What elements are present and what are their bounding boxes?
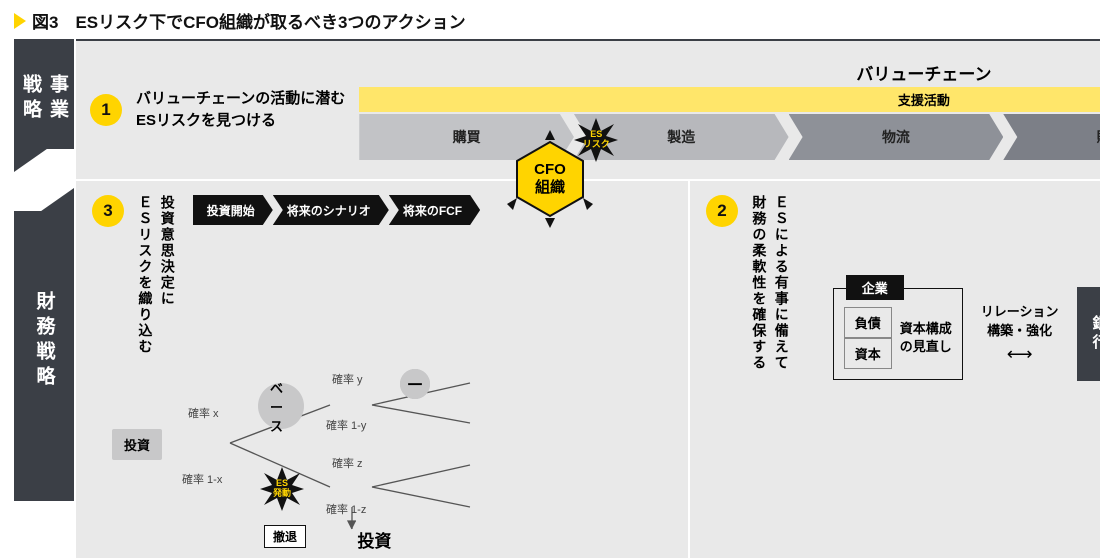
sidebar-financial-strategy: 財務戦略 <box>14 181 74 501</box>
prob-label: 確率 y <box>332 371 363 387</box>
relation-text: リレーション構築・強化 <box>981 303 1059 339</box>
bchev: 将来のFCF <box>389 195 480 225</box>
withdraw-box: 撤退 <box>264 525 306 548</box>
bchev: 投資開始 <box>193 195 273 225</box>
prob-label: 確率 1-x <box>182 471 222 487</box>
capital-review-text: 資本構成の見直し <box>900 320 952 356</box>
value-chain-support-band: 支援活動 <box>359 87 1100 112</box>
title-text: ESリスク下でCFO組織が取るべき3つのアクション <box>75 13 465 32</box>
capital-stack: 負債 資本 <box>844 307 892 369</box>
prob-label: 確率 x <box>188 405 219 421</box>
scenario-chevrons: 投資開始 将来のシナリオ 将来のFCF <box>193 195 480 225</box>
value-chain-title: バリューチェーン <box>359 60 1100 85</box>
section-label-invest: 投資 <box>358 527 392 552</box>
sidebar-label-top: 事業戦略 <box>17 74 71 144</box>
action-3-text: 投資意思決定にＥＳリスクを織り込む <box>134 195 179 355</box>
outcome-minus: － <box>400 369 430 399</box>
value-chain: バリューチェーン 支援活動 購買 製造 物流 販売 サービス 利益 ESリスク <box>359 60 1100 160</box>
prob-label: 確率 1-y <box>326 417 366 433</box>
tree-root: 投資 <box>112 429 162 460</box>
company-tag: 企業 <box>846 275 904 300</box>
bank-box: 銀行 <box>1077 287 1100 381</box>
action-number-2: 2 <box>706 195 738 227</box>
cfo-label: CFO組織 <box>511 140 589 218</box>
vc-step: 物流 <box>789 114 1004 160</box>
sidebar-business-strategy: 事業戦略 <box>14 39 74 179</box>
vc-step: 販売 <box>1003 114 1100 160</box>
sidebar-label-bottom: 財務戦略 <box>31 291 58 391</box>
action-number-3: 3 <box>92 195 124 227</box>
action-number-1: 1 <box>90 94 122 126</box>
panel-action-3: 3 投資意思決定にＥＳリスクを織り込む 投資開始 将来のシナリオ 将来のFCF <box>76 181 688 558</box>
value-chain-steps: 購買 製造 物流 販売 サービス 利益 <box>359 114 1100 160</box>
title-marker-icon <box>14 13 26 29</box>
down-arrow-icon: ▼ <box>803 239 1100 254</box>
action-2-text: ＥＳによる有事に備えて財務の柔軟性を確保する <box>748 195 793 371</box>
panel-action-2: 2 ＥＳによる有事に備えて財務の柔軟性を確保する 外部環境 ESリスク ▼ 平時… <box>690 181 1100 558</box>
title-prefix: 図3 <box>32 13 58 32</box>
tree-base: ベース <box>258 383 304 429</box>
tree-es-burst-icon: ES発動 <box>260 467 304 511</box>
bchev: 将来のシナリオ <box>273 195 389 225</box>
bidir-arrow-icon: ⟷ <box>1007 344 1033 365</box>
company-box: 企業 負債 資本 資本構成の見直し <box>833 288 963 380</box>
prob-label: 確率 1-z <box>326 501 366 517</box>
decision-tree: 投資 ベース ES発動 ＋ － ＋ － 確率 x 確率 1-x 確率 y 確率 … <box>92 369 672 544</box>
cfo-org-hexagon: CFO組織 <box>511 140 589 218</box>
prob-label: 確率 z <box>332 455 363 471</box>
figure-title: 図3 ESリスク下でCFO組織が取るべき3つのアクション <box>14 8 1086 33</box>
action-1-text: バリューチェーンの活動に潜む ESリスクを見つける <box>136 88 345 133</box>
